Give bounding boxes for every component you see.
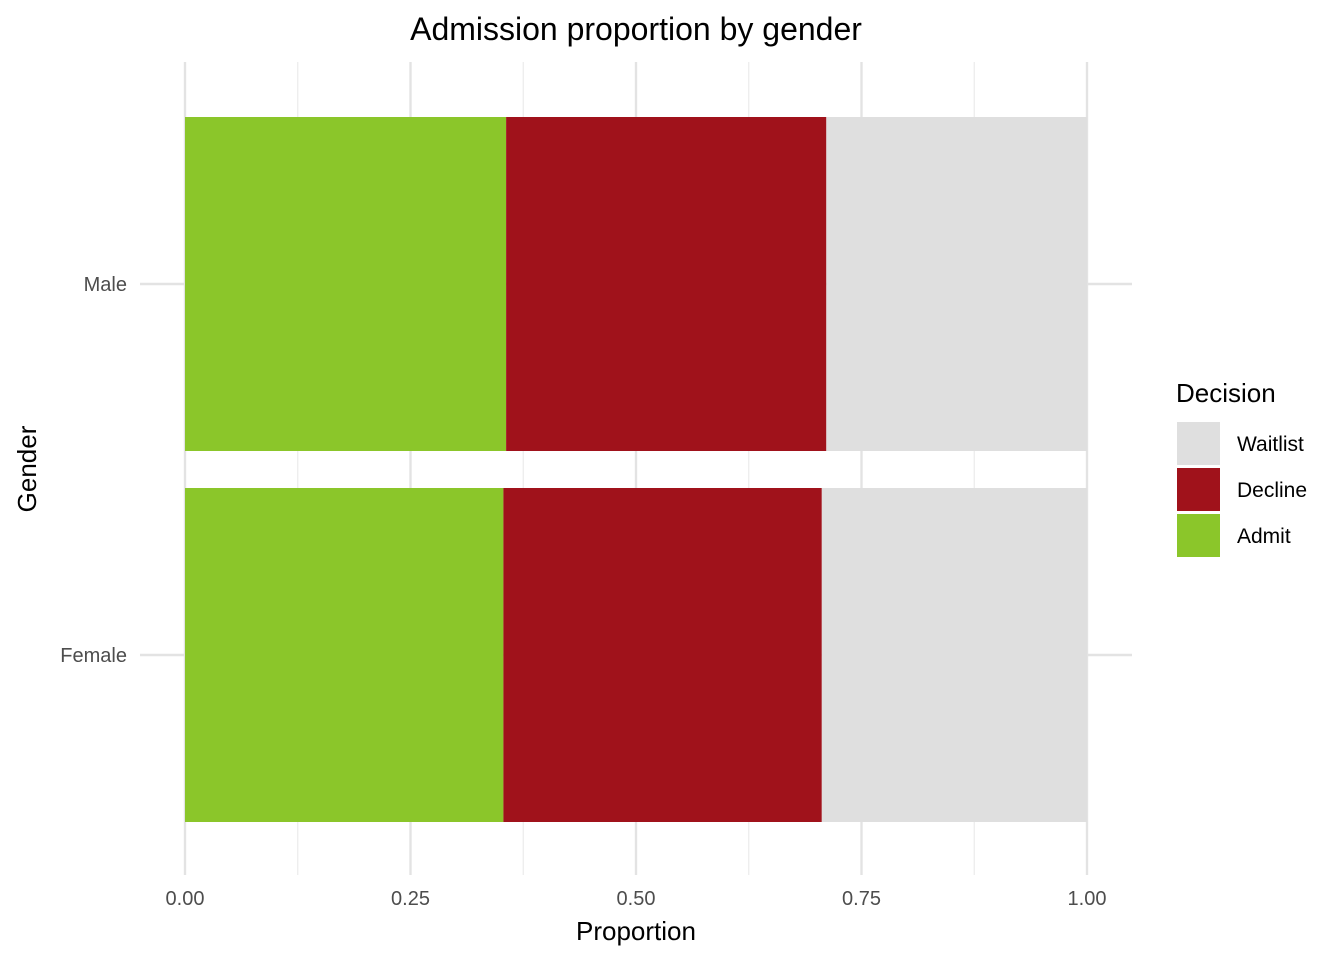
legend-swatch-decline [1177, 468, 1220, 511]
bars [185, 117, 1087, 822]
y-tick-label: Female [60, 645, 127, 667]
bar-admit-male [185, 117, 507, 451]
bar-waitlist-female [821, 488, 1087, 822]
x-tick-label: 0.00 [166, 888, 205, 910]
y-axis-title: Gender [12, 425, 42, 512]
x-tick-label: 0.75 [842, 888, 881, 910]
x-axis-title: Proportion [576, 916, 696, 946]
bar-decline-female [503, 488, 822, 822]
bar-decline-male [506, 117, 827, 451]
bar-admit-female [185, 488, 504, 822]
legend-swatch-waitlist [1177, 422, 1220, 465]
y-tick-label: Male [84, 274, 127, 296]
x-tick-label: 0.25 [391, 888, 430, 910]
legend-label-waitlist: Waitlist [1237, 433, 1304, 456]
legend: Decision Waitlist Decline Admit [1176, 378, 1307, 557]
legend-label-decline: Decline [1237, 479, 1307, 502]
chart-title: Admission proportion by gender [410, 11, 862, 47]
bar-waitlist-male [826, 117, 1087, 451]
x-tick-label: 0.50 [617, 888, 656, 910]
legend-title: Decision [1176, 378, 1276, 408]
axes: Male Female 0.00 0.25 0.50 0.75 1.00 [60, 274, 1106, 910]
legend-swatch-admit [1177, 514, 1220, 557]
legend-label-admit: Admit [1237, 525, 1291, 548]
x-tick-label: 1.00 [1068, 888, 1107, 910]
